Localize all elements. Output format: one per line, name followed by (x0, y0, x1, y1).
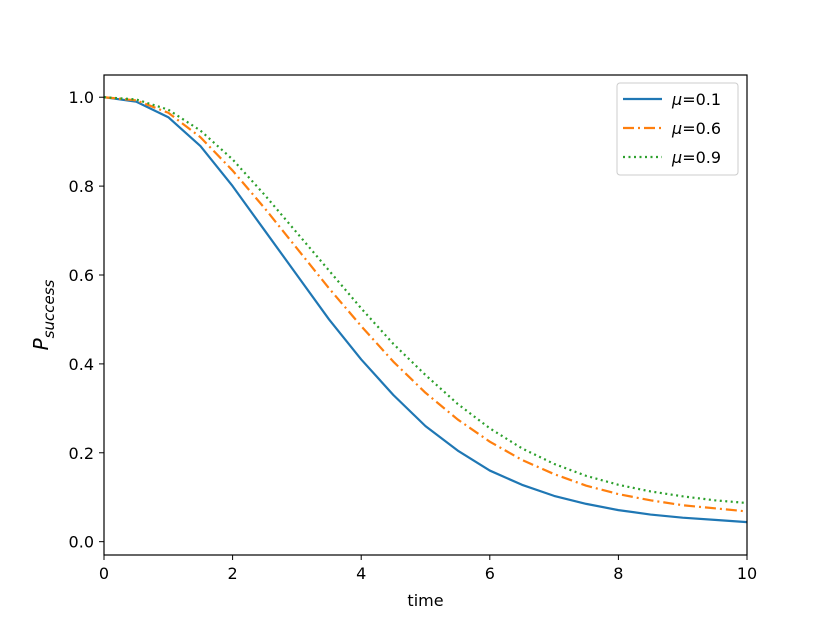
y-tick-label: 0.2 (69, 444, 94, 463)
y-tick-label: 0.6 (69, 266, 94, 285)
legend-label-3: μ=0.9 (671, 148, 721, 167)
y-axis-label: Psuccess (29, 279, 58, 350)
y-tick-label: 0.0 (69, 533, 94, 552)
y-axis-ticks: 0.0 0.2 0.4 0.6 0.8 1.0 (69, 88, 104, 552)
x-tick-label: 2 (228, 564, 238, 583)
y-axis-label-main: P (29, 337, 53, 350)
x-tick-label: 4 (356, 564, 366, 583)
legend-label-2: μ=0.6 (671, 119, 721, 138)
y-axis-label-sub: success (40, 279, 58, 338)
legend-label-1: μ=0.1 (671, 90, 721, 109)
legend: μ=0.1μ=0.6μ=0.9 (616, 82, 739, 176)
y-tick-label: 0.4 (69, 355, 94, 374)
series-line-3 (103, 96, 748, 505)
plot-frame (103, 74, 748, 556)
legend-value: =0.1 (682, 90, 721, 109)
series-lines (103, 96, 748, 524)
x-axis-label: time (407, 591, 443, 610)
x-tick-label: 0 (99, 564, 109, 583)
x-tick-label: 6 (485, 564, 495, 583)
legend-box (616, 82, 739, 176)
y-tick-label: 1.0 (69, 88, 94, 107)
series-line-2 (103, 96, 748, 513)
x-tick-label: 8 (613, 564, 623, 583)
x-tick-label: 10 (737, 564, 757, 583)
y-tick-label: 0.8 (69, 177, 94, 196)
legend-symbol: μ (671, 90, 682, 109)
legend-symbol: μ (671, 148, 682, 167)
legend-symbol: μ (671, 119, 682, 138)
series-line-1 (103, 96, 748, 524)
x-axis-ticks: 0 2 4 6 8 10 (99, 555, 757, 583)
legend-value: =0.9 (682, 148, 721, 167)
legend-value: =0.6 (682, 119, 721, 138)
